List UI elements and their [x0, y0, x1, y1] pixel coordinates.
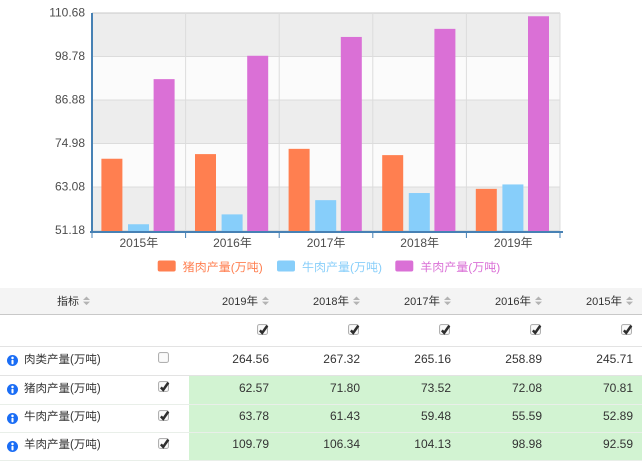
- svg-text:(: (: [468, 260, 472, 274]
- svg-text:): ): [259, 260, 263, 274]
- svg-text:(: (: [231, 260, 235, 274]
- svg-text:2018: 2018: [313, 296, 337, 308]
- svg-text:(: (: [350, 260, 354, 274]
- svg-text:2017: 2017: [404, 296, 428, 308]
- svg-text:): ): [97, 354, 101, 366]
- svg-text:2015: 2015: [586, 296, 610, 308]
- svg-text:63.08: 63.08: [55, 180, 85, 194]
- svg-text:): ): [97, 411, 101, 423]
- svg-text:): ): [97, 383, 101, 395]
- svg-text:(: (: [70, 383, 74, 395]
- svg-text:(: (: [70, 411, 74, 423]
- svg-text:2016: 2016: [213, 236, 240, 250]
- svg-text:(: (: [70, 439, 74, 451]
- svg-text:): ): [97, 439, 101, 451]
- svg-text:86.88: 86.88: [55, 93, 85, 107]
- svg-text:2015: 2015: [120, 236, 147, 250]
- svg-text:2019: 2019: [222, 296, 246, 308]
- svg-text:2017: 2017: [307, 236, 334, 250]
- svg-text:2019: 2019: [494, 236, 521, 250]
- svg-text:110.68: 110.68: [49, 6, 85, 20]
- svg-text:2016: 2016: [495, 296, 519, 308]
- svg-text:2018: 2018: [400, 236, 427, 250]
- svg-text:98.78: 98.78: [55, 49, 85, 63]
- svg-text:51.18: 51.18: [55, 223, 85, 237]
- svg-text:74.98: 74.98: [55, 136, 85, 150]
- svg-text:(: (: [70, 354, 74, 366]
- svg-text:): ): [378, 260, 382, 274]
- svg-text:): ): [496, 260, 500, 274]
